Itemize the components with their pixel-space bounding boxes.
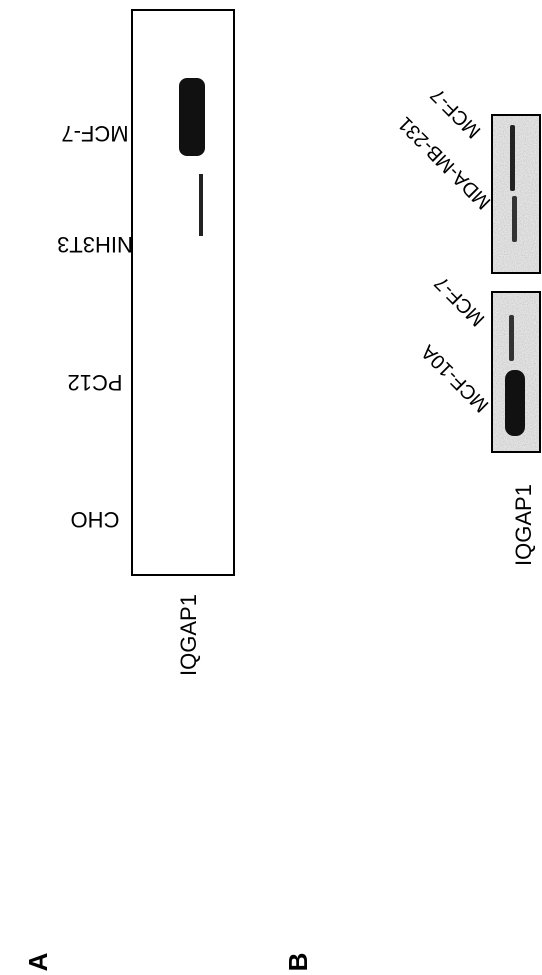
lane-label: MCF-7	[427, 84, 486, 143]
band	[512, 196, 517, 242]
lane-label: NIH3T3	[57, 232, 133, 257]
lane-label: PC12	[67, 370, 122, 395]
band	[510, 125, 515, 191]
panel-label: A	[23, 952, 53, 971]
lane-label: CHO	[71, 507, 120, 532]
lane-label: MCF-7	[431, 272, 490, 331]
lane-label: MCF-10A	[417, 340, 494, 417]
panel-a: MCF-7 NIH3T3 PC12 CHO IQGAP1 A	[23, 9, 235, 971]
blot-texture	[493, 116, 539, 272]
blot-label: IQGAP1	[176, 594, 201, 676]
band	[509, 315, 514, 361]
blot-label: IQGAP1	[511, 484, 536, 566]
panel-label: B	[283, 953, 313, 972]
band	[505, 370, 525, 436]
lane-label: MCF-7	[61, 121, 128, 146]
panel-b: MCF-7 MDA-MB-231 MCF-7 MCF-10A IQGAP1 B	[283, 84, 541, 972]
band	[179, 78, 205, 156]
band	[199, 174, 203, 236]
